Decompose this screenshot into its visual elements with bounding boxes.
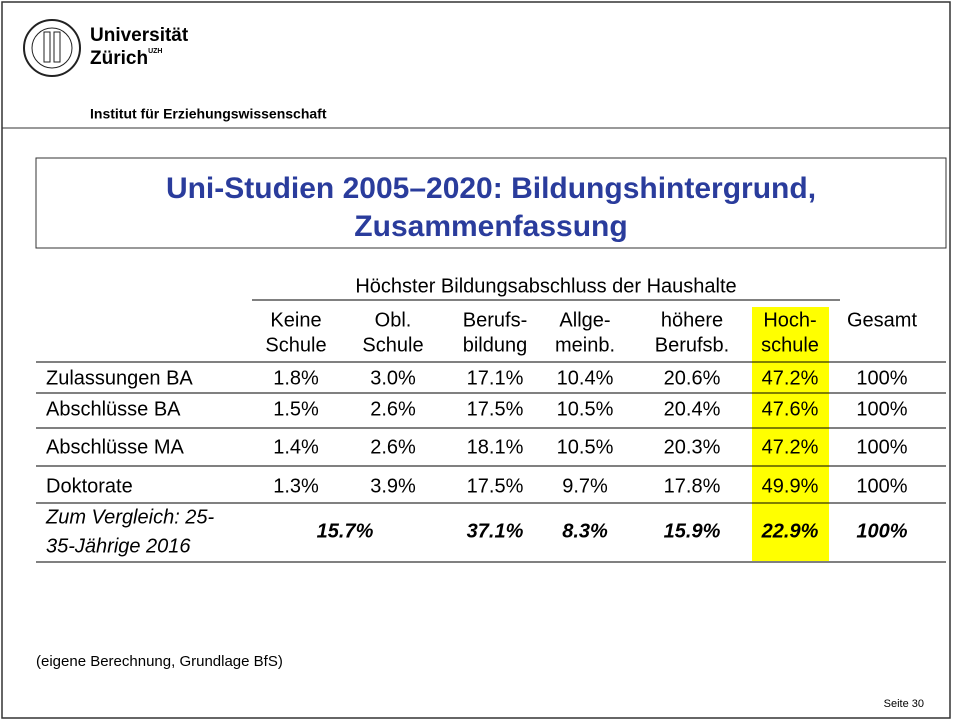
cell-value: 1.3% <box>273 475 319 497</box>
highlight-column <box>752 307 829 561</box>
column-header: Hoch- <box>763 309 816 331</box>
column-header: meinb. <box>555 334 615 356</box>
logo <box>23 19 81 77</box>
comparison-value: 15.9% <box>664 520 721 542</box>
cell-value: 17.5% <box>467 398 524 420</box>
cell-value: 17.8% <box>664 475 721 497</box>
row-label: Abschlüsse MA <box>46 436 184 458</box>
cell-value: 20.3% <box>664 436 721 458</box>
cell-value: 100% <box>856 475 907 497</box>
row-label: Zulassungen BA <box>46 367 193 389</box>
cell-value: 3.9% <box>370 475 416 497</box>
row-label: Abschlüsse BA <box>46 398 181 420</box>
cell-value: 1.4% <box>273 436 319 458</box>
column-header: bildung <box>463 334 528 356</box>
cell-value: 2.6% <box>370 398 416 420</box>
cell-value: 47.2% <box>762 436 819 458</box>
comparison-value: 100% <box>856 520 907 542</box>
column-header: Obl. <box>375 309 412 331</box>
comparison-value: 15.7% <box>317 520 374 542</box>
cell-value: 10.5% <box>557 398 614 420</box>
group-header: Höchster Bildungsabschluss der Haushalte <box>355 275 736 297</box>
cell-value: 100% <box>856 436 907 458</box>
cell-value: 47.2% <box>762 367 819 389</box>
column-header: Keine <box>270 309 321 331</box>
comparison-value: 22.9% <box>761 520 819 542</box>
table: Höchster Bildungsabschluss der Haushalte… <box>36 275 946 563</box>
cell-value: 10.4% <box>557 367 614 389</box>
row-label: Doktorate <box>46 475 133 497</box>
column-header: höhere <box>661 309 723 331</box>
cell-value: 2.6% <box>370 436 416 458</box>
title-box <box>35 157 947 249</box>
cell-value: 49.9% <box>762 475 819 497</box>
cell-value: 17.5% <box>467 475 524 497</box>
city-mark: UZH <box>148 48 162 55</box>
comparison-value: 8.3% <box>562 520 608 542</box>
column-header: Berufsb. <box>655 334 729 356</box>
column-header: Gesamt <box>847 309 917 331</box>
university: Universität <box>90 25 189 46</box>
title-line: Uni-Studien 2005–2020: Bildungshintergru… <box>166 172 816 205</box>
footnote: (eigene Berechnung, Grundlage BfS) <box>36 653 283 670</box>
column-header: schule <box>761 334 819 356</box>
cell-value: 18.1% <box>467 436 524 458</box>
cell-value: 20.6% <box>664 367 721 389</box>
city-name: Zürich <box>90 48 148 69</box>
column-header: Berufs- <box>463 309 527 331</box>
institute: Institut für Erziehungswissenschaft <box>90 106 327 122</box>
city: ZürichUZH <box>90 48 162 69</box>
comparison-label: Zum Vergleich: 25- <box>45 506 215 528</box>
cell-value: 10.5% <box>557 436 614 458</box>
cell-value: 1.8% <box>273 367 319 389</box>
cell-value: 100% <box>856 367 907 389</box>
column-header: Allge- <box>559 309 610 331</box>
cell-value: 1.5% <box>273 398 319 420</box>
comparison-value: 37.1% <box>467 520 524 542</box>
comparison-label: 35-Jährige 2016 <box>46 535 191 557</box>
cell-value: 47.6% <box>762 398 819 420</box>
cell-value: 9.7% <box>562 475 608 497</box>
title-line: Zusammenfassung <box>354 210 627 243</box>
cell-value: 20.4% <box>664 398 721 420</box>
column-header: Schule <box>265 334 326 356</box>
cell-value: 100% <box>856 398 907 420</box>
page-number: Seite 30 <box>884 698 924 710</box>
cell-value: 3.0% <box>370 367 416 389</box>
column-header: Schule <box>362 334 423 356</box>
cell-value: 17.1% <box>467 367 524 389</box>
